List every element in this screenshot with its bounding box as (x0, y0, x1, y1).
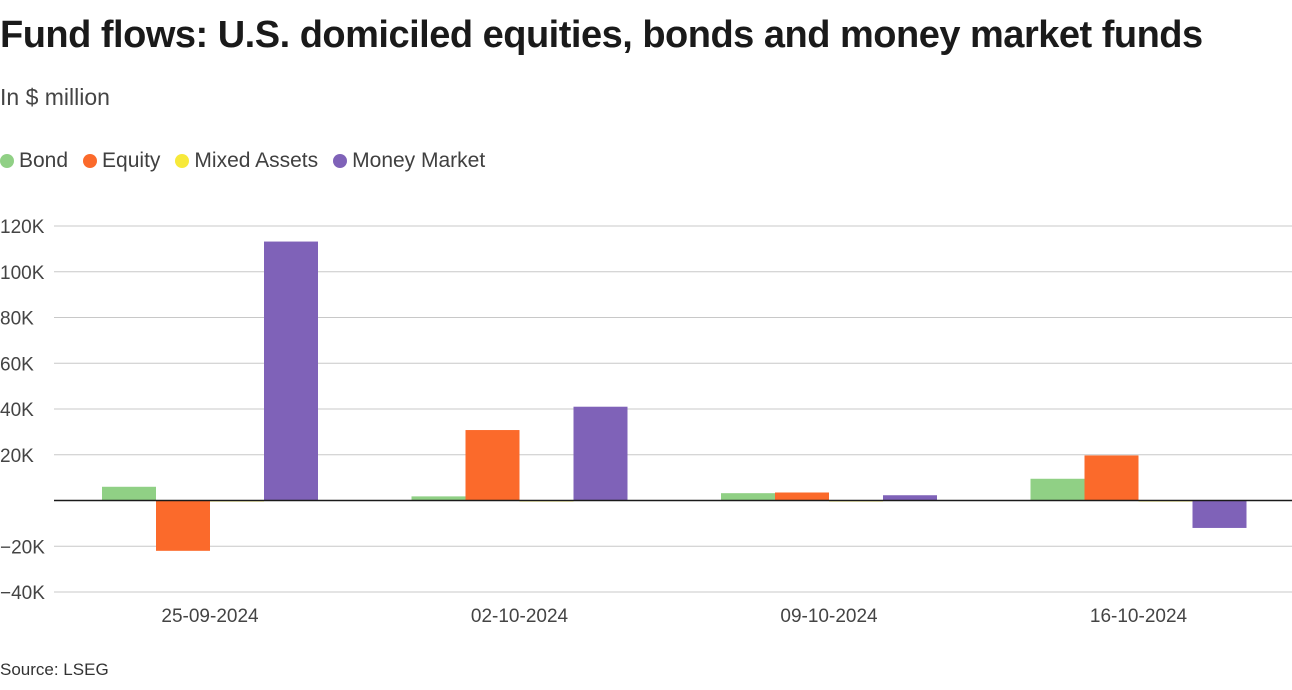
bar-bond (411, 496, 466, 501)
bar-bond (1030, 478, 1085, 501)
legend-item-mixed-assets: Mixed Assets (175, 149, 318, 173)
bar-equity (1084, 455, 1139, 501)
bar-equity (156, 500, 210, 551)
y-tick-label: −40K (0, 583, 45, 604)
gridlines (54, 225, 1292, 593)
legend-item-money-market: Money Market (333, 149, 485, 173)
chart-legend: Bond Equity Mixed Assets Money Market (0, 149, 500, 173)
legend-label-mixed-assets: Mixed Assets (194, 149, 319, 172)
legend-label-bond: Bond (19, 149, 69, 172)
bar-money-market (1192, 500, 1247, 528)
axes: 120K 100K 80K 60K 40K 20K −20K −40K 25-09-2024 02… (0, 217, 1292, 627)
y-tick-label: 60K (0, 354, 34, 375)
legend-label-money-market: Money Market (352, 149, 486, 172)
legend-swatch-mixed-assets (175, 154, 190, 168)
y-tick-label: −20K (0, 537, 45, 558)
x-tick-label: 25-09-2024 (161, 606, 259, 627)
y-tick-label: 100K (0, 263, 45, 284)
bar-bond (721, 493, 775, 501)
bar-equity (775, 492, 829, 501)
legend-swatch-bond (0, 154, 14, 168)
bar-bond (102, 486, 156, 501)
bar-money-market (883, 495, 937, 501)
x-tick-label: 16-10-2024 (1090, 606, 1188, 627)
legend-swatch-money-market (333, 154, 348, 168)
legend-item-equity: Equity (83, 149, 160, 173)
chart-subtitle: In $ million (0, 84, 110, 110)
bars (102, 241, 1247, 551)
source-note: Source: LSEG (0, 660, 109, 679)
bar-equity (465, 430, 520, 501)
y-tick-label: 20K (0, 446, 34, 467)
legend-swatch-equity (83, 154, 98, 168)
y-tick-label: 80K (0, 309, 34, 330)
x-tick-label: 09-10-2024 (780, 606, 878, 627)
bar-money-market (573, 406, 628, 501)
y-tick-label: 120K (0, 217, 45, 238)
legend-label-equity: Equity (102, 149, 161, 172)
bar-money-market (264, 241, 318, 501)
legend-item-bond: Bond (0, 149, 68, 173)
x-tick-label: 02-10-2024 (471, 606, 569, 627)
chart-title: Fund flows: U.S. domiciled equities, bon… (0, 14, 1203, 56)
y-tick-label: 40K (0, 400, 34, 421)
